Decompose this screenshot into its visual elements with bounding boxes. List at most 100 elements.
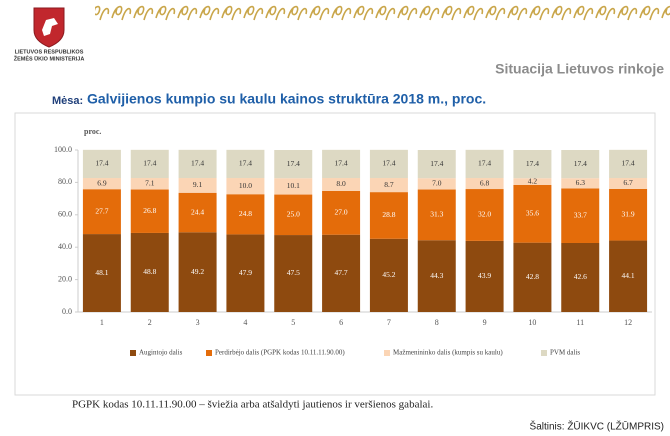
data-label: 6.7 <box>623 178 633 187</box>
data-label: 27.0 <box>335 208 348 217</box>
y-tick-label: 0.0 <box>62 307 72 316</box>
data-label: 31.9 <box>622 209 635 218</box>
data-label: 25.0 <box>287 210 300 219</box>
bar-segment <box>417 150 456 179</box>
data-label: 48.1 <box>95 268 108 277</box>
data-label: 17.4 <box>478 159 491 168</box>
data-label: 24.4 <box>191 207 204 216</box>
bar-segment <box>226 194 265 235</box>
bar-segment <box>82 178 121 190</box>
bar-segment <box>130 189 169 233</box>
data-label: 17.4 <box>526 159 539 168</box>
bar-segment <box>465 189 504 241</box>
bar-segment <box>609 188 648 241</box>
x-tick-label: 9 <box>483 318 487 327</box>
data-label: 17.4 <box>335 159 348 168</box>
legend-label: PVM dalis <box>550 349 580 357</box>
y-tick-label: 60.0 <box>58 210 72 219</box>
data-label: 45.2 <box>382 270 395 279</box>
chart-title: Galvijienos kumpio su kaulu kainos struk… <box>87 91 486 107</box>
bar-segment <box>369 149 408 179</box>
data-label: 7.1 <box>145 178 155 187</box>
data-label: 47.7 <box>335 268 348 277</box>
legend-swatch <box>384 350 390 356</box>
data-label: 6.8 <box>480 178 490 187</box>
bar-segment <box>465 178 504 190</box>
bar-segment <box>178 192 217 233</box>
bar-segment <box>561 178 600 189</box>
data-label: 17.4 <box>382 159 395 168</box>
data-label: 7.0 <box>432 179 442 188</box>
footnote: PGPK kodas 10.11.11.90.00 – šviežia arba… <box>72 399 433 411</box>
coat-of-arms <box>33 7 65 48</box>
legend-label: Perdirbėjo dalis (PGPK kodas 10.11.11.90… <box>215 349 345 357</box>
ministry-name: LIETUVOS RESPUBLIKOS <box>15 49 84 55</box>
y-tick-label: 100.0 <box>54 145 72 154</box>
x-tick-label: 3 <box>196 318 200 327</box>
bar-segment <box>82 149 121 179</box>
data-label: 9.1 <box>193 180 203 189</box>
data-label: 48.8 <box>143 267 156 276</box>
ministry-name: ŽEMĖS ŪKIO MINISTERIJA <box>14 54 85 62</box>
bar-segment <box>417 189 456 241</box>
data-label: 17.4 <box>622 159 635 168</box>
data-label: 17.4 <box>574 159 587 168</box>
data-label: 44.3 <box>430 271 443 280</box>
data-label: 33.7 <box>574 210 587 219</box>
bar-segment <box>82 189 121 235</box>
bar-segment <box>178 178 217 193</box>
bar-segment <box>178 232 217 312</box>
data-label: 17.4 <box>287 159 300 168</box>
data-label: 42.6 <box>574 272 587 281</box>
legend-swatch <box>541 350 547 356</box>
bar-segment <box>322 149 361 179</box>
data-label: 24.8 <box>239 209 252 218</box>
x-tick-label: 5 <box>291 318 295 327</box>
legend-label: Mažmenininko dalis (kumpis su kaulu) <box>393 349 503 357</box>
x-tick-label: 11 <box>576 318 584 327</box>
bar-segment <box>274 194 313 236</box>
y-tick-label: 20.0 <box>58 274 72 283</box>
plot: 0.0 20.0 40.0 60.0 80.0 100.0 1 48.1 27.7 6.9 17.4… <box>54 145 652 357</box>
topic: Mėsa: <box>52 95 83 107</box>
bar-segment <box>130 178 169 190</box>
ornament <box>95 4 670 26</box>
data-label: 17.4 <box>95 159 108 168</box>
legend-label: Augintojo dalis <box>139 349 183 357</box>
bar-segment <box>609 240 648 312</box>
bar-segment <box>322 234 361 312</box>
bar-segment <box>226 178 265 195</box>
data-label: 10.0 <box>239 181 252 190</box>
x-tick-label: 8 <box>435 318 439 327</box>
data-label: 6.3 <box>576 178 586 187</box>
bar-segment <box>513 150 552 179</box>
data-label: 8.7 <box>384 180 394 189</box>
data-label: 17.4 <box>239 159 252 168</box>
data-label: 27.7 <box>95 206 108 215</box>
y-tick-label: 80.0 <box>58 177 72 186</box>
bar-segment <box>465 149 504 179</box>
data-label: 17.4 <box>191 159 204 168</box>
bar-segment <box>274 150 313 179</box>
bar-segment <box>322 190 361 235</box>
data-label: 10.1 <box>287 181 300 190</box>
bar-segment <box>609 149 648 179</box>
data-label: 28.8 <box>382 210 395 219</box>
legend-swatch <box>130 350 136 356</box>
data-label: 4.2 <box>528 176 538 185</box>
bar-segment <box>513 242 552 312</box>
data-label: 44.1 <box>622 271 635 280</box>
bar-segment <box>369 178 408 193</box>
data-label: 32.0 <box>478 210 491 219</box>
bar-segment <box>274 235 313 312</box>
data-label: 42.8 <box>526 272 539 281</box>
y-tick-label: 40.0 <box>58 242 72 251</box>
x-tick-label: 1 <box>100 318 104 327</box>
bar-segment <box>561 242 600 312</box>
bar-segment <box>226 149 265 179</box>
bar-segment <box>274 178 313 195</box>
bar-segment <box>561 150 600 179</box>
x-tick-label: 4 <box>243 318 247 327</box>
bar-segment <box>417 240 456 312</box>
